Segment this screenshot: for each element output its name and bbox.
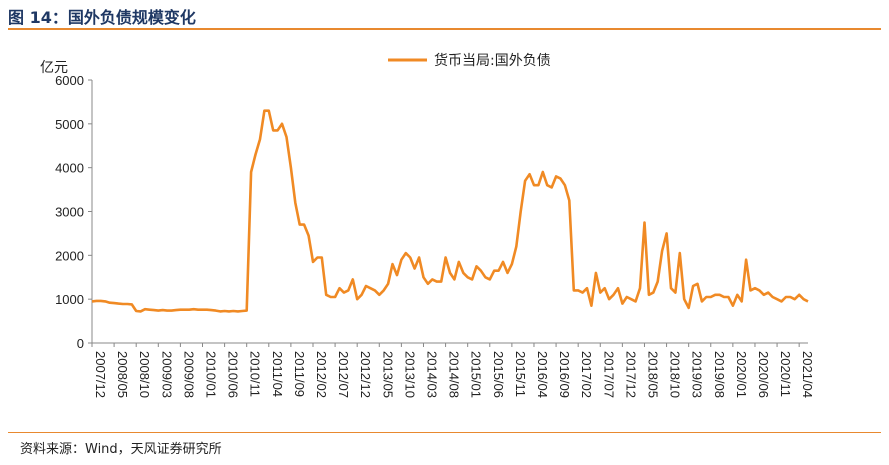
x-tick-label: 2018/05: [645, 351, 660, 398]
x-tick-label: 2020/11: [778, 351, 793, 397]
y-tick-label: 6000: [55, 73, 84, 88]
x-tick-label: 2008/05: [115, 351, 130, 398]
source-note: 资料来源：Wind，天风证券研究所: [20, 442, 222, 457]
x-tick-label: 2013/05: [380, 351, 395, 398]
x-tick-label: 2007/12: [93, 351, 108, 398]
x-tick-label: 2015/01: [469, 351, 484, 398]
y-axis-unit-label: 亿元: [40, 60, 68, 76]
y-tick-label: 3000: [55, 205, 84, 220]
line-chart: 亿元 0 1000 2000 3000 4000 5000 6000 2007/12 2008…: [40, 52, 815, 398]
y-tick-label: 1000: [55, 292, 84, 307]
x-tick-label: 2009/08: [181, 351, 196, 398]
x-tick-label: 2010/01: [203, 351, 218, 398]
figure-title: 图 14：国外负债规模变化: [8, 8, 196, 27]
x-tick-label: 2012/07: [336, 351, 351, 398]
y-tick-label: 5000: [55, 117, 84, 132]
x-tick-label: 2015/06: [491, 351, 506, 398]
x-tick-label: 2021/04: [800, 351, 815, 398]
y-tick-label: 4000: [55, 161, 84, 176]
y-tick-label: 2000: [55, 248, 84, 263]
x-tick-label: 2014/08: [447, 351, 462, 398]
x-tick-label: 2017/12: [623, 351, 638, 398]
x-tick-label: 2017/02: [579, 351, 594, 398]
x-tick-label: 2010/06: [226, 351, 241, 398]
x-tick-label: 2012/02: [314, 351, 329, 398]
x-tick-label: 2011/04: [270, 351, 285, 397]
x-tick-label: 2014/03: [424, 351, 439, 398]
x-tick-label: 2020/01: [734, 351, 749, 398]
x-tick-label: 2016/09: [557, 351, 572, 398]
series-line-foreign-liabilities: [91, 109, 809, 313]
x-tick-label: 2008/10: [137, 351, 152, 398]
x-tick-label: 2017/07: [601, 351, 616, 398]
x-tick-label: 2016/04: [535, 351, 550, 398]
x-tick-label: 2015/11: [513, 351, 528, 397]
x-tick-label: 2010/11: [248, 351, 263, 397]
y-axis: 0 1000 2000 3000 4000 5000 6000: [55, 73, 93, 351]
x-tick-label: 2019/03: [690, 351, 705, 398]
legend-label: 货币当局:国外负债: [434, 52, 551, 69]
x-tick-label: 2009/03: [159, 351, 174, 398]
x-tick-label: 2019/08: [712, 351, 727, 398]
x-tick-label: 2018/10: [668, 351, 683, 398]
title-divider: [8, 28, 881, 30]
x-axis: 2007/12 2008/05 2008/10 2009/03 2009/08 2010/…: [91, 342, 815, 398]
footer-divider: [8, 432, 881, 433]
x-tick-label: 2012/12: [358, 351, 373, 398]
y-tick-label: 0: [77, 336, 84, 351]
series-group: [91, 109, 809, 313]
x-tick-label: 2011/09: [292, 351, 307, 397]
legend: 货币当局:国外负债: [388, 52, 551, 69]
x-tick-label: 2013/10: [402, 351, 417, 398]
x-tick-label: 2020/06: [756, 351, 771, 398]
